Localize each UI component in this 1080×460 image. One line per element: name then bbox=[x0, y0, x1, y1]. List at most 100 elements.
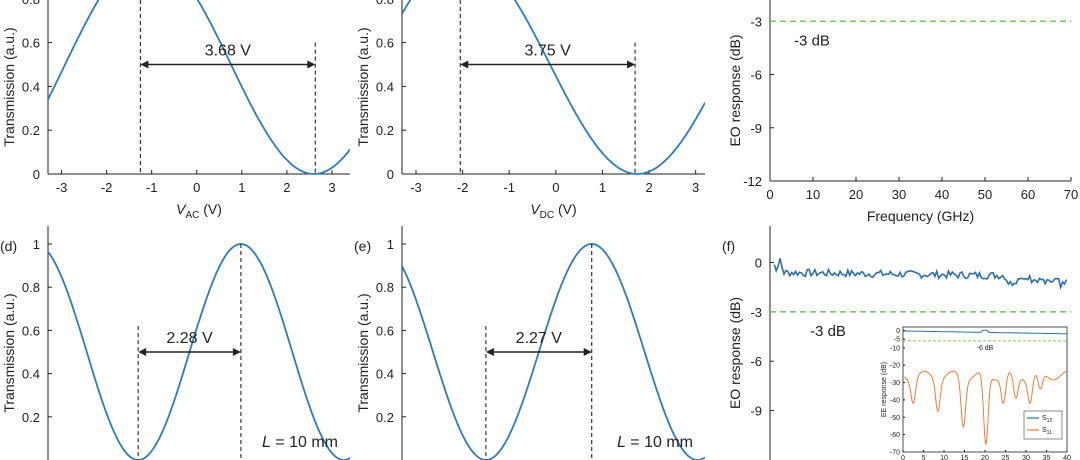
y-tick-label: 0.8 bbox=[376, 0, 394, 7]
y-axis-label: EO response (dB) bbox=[727, 297, 743, 409]
arrow-head-right bbox=[627, 60, 636, 69]
x-tick-label: 2 bbox=[645, 180, 652, 195]
y-tick-label: 0.6 bbox=[22, 36, 40, 51]
x-tick-label: 1 bbox=[238, 180, 245, 195]
inset-x-tick-label: 20 bbox=[981, 455, 989, 460]
panel-label: (d) bbox=[0, 238, 17, 254]
x-tick-label: 40 bbox=[935, 187, 949, 202]
x-axis-label-unit: (V) bbox=[199, 201, 222, 217]
y-axis-label: Transmission (a.u.) bbox=[355, 27, 371, 146]
length-label: L = 10 mm bbox=[617, 434, 693, 451]
x-axis-label-sub: AC bbox=[185, 210, 199, 221]
transmission-curve bbox=[48, 0, 350, 175]
inset-y-tick-label: -30 bbox=[890, 380, 900, 387]
x-tick-label: 20 bbox=[849, 187, 863, 202]
arrow-head-right bbox=[583, 348, 592, 356]
y-tick-label: -12 bbox=[743, 174, 762, 189]
x-axis-label-var: V bbox=[176, 201, 187, 217]
panel-label: (f) bbox=[722, 238, 735, 254]
length-value: = 10 mm bbox=[626, 434, 693, 451]
inset-x-tick-label: 5 bbox=[922, 455, 926, 460]
inset-x-tick-label: 15 bbox=[961, 455, 969, 460]
x-tick-label: -2 bbox=[457, 180, 469, 195]
y-tick-label: 1 bbox=[387, 237, 394, 252]
y-tick-label: 0.6 bbox=[376, 36, 394, 51]
length-value: = 10 mm bbox=[271, 434, 338, 451]
y-tick-label: 0.6 bbox=[376, 323, 394, 338]
y-tick-label: 0 bbox=[755, 255, 762, 270]
x-tick-label: 0 bbox=[766, 187, 773, 202]
inset-s12-curve bbox=[903, 329, 1068, 335]
length-var: L bbox=[262, 434, 271, 451]
arrow-head-right bbox=[307, 60, 316, 69]
transmission-curve bbox=[48, 243, 350, 460]
transmission-curve bbox=[402, 0, 705, 175]
x-tick-label: -3 bbox=[410, 180, 422, 195]
inset-x-tick-label: 0 bbox=[901, 455, 905, 460]
y-tick-label: -3 bbox=[750, 14, 762, 29]
x-axis-label-sub: DC bbox=[540, 210, 554, 221]
reference-label: -3 dB bbox=[794, 32, 830, 49]
inset: 0-5-10-20-30-40-50-60-700 5 10 15 20 25 30 35 40… bbox=[881, 326, 1071, 460]
inset-y-tick-label: -20 bbox=[890, 363, 900, 370]
panel-4: 0.2 0.4 0.6 0.8 1 Transmission (a.u.) (d) 2.28 … bbox=[0, 226, 350, 460]
inset-s11-curve bbox=[903, 370, 1067, 446]
y-tick-label: -6 bbox=[750, 68, 762, 83]
panel-3: -12 -9 -6 -3 0 10 20 30 40 50 60 70 EO response (dB)… bbox=[727, 0, 1078, 224]
x-tick-label: 30 bbox=[892, 187, 906, 202]
inset-y-tick-label: -50 bbox=[890, 415, 900, 422]
y-tick-label: -3 bbox=[750, 305, 762, 320]
y-tick-label: 0.4 bbox=[376, 79, 394, 94]
panel-1: 0 0.2 0.4 0.6 0.8 -3 -2 -1 0 1 2 3 Transmission (a.u… bbox=[1, 0, 350, 221]
inset-reference-label: -6 dB bbox=[977, 345, 994, 352]
x-tick-label: 60 bbox=[1021, 187, 1035, 202]
y-tick-label: 0.6 bbox=[22, 323, 40, 338]
panel-label: (e) bbox=[354, 238, 371, 254]
y-tick-label: 0.2 bbox=[376, 410, 394, 425]
inset-legend-label-s12: S12 bbox=[1042, 415, 1052, 424]
y-tick-label: 0.2 bbox=[22, 123, 40, 138]
arrow-head-left bbox=[460, 60, 469, 69]
legend-letter: S bbox=[1042, 415, 1047, 422]
inset-x-tick-label: 10 bbox=[940, 455, 948, 460]
y-tick-label: 0.2 bbox=[376, 123, 394, 138]
x-tick-label: 3 bbox=[692, 180, 699, 195]
x-axis-label: Frequency (GHz) bbox=[867, 208, 974, 224]
x-axis-label: VAC (V) bbox=[176, 201, 222, 221]
y-axis-label: EO response (dB) bbox=[727, 34, 743, 146]
inset-x-tick-label: 30 bbox=[1022, 455, 1030, 460]
inset-y-tick-label: -40 bbox=[890, 397, 900, 404]
inset-y-tick-label: 0 bbox=[896, 328, 900, 335]
eo-response-curve bbox=[773, 258, 1068, 291]
inset-y-tick-label: -70 bbox=[890, 450, 900, 457]
inset-legend-label-s11: S11 bbox=[1042, 427, 1052, 436]
inset-x-tick-label: 25 bbox=[1002, 455, 1010, 460]
x-axis-label-var: V bbox=[530, 201, 541, 217]
y-tick-label: -9 bbox=[750, 121, 762, 136]
legend-sub: 12 bbox=[1047, 418, 1053, 424]
panel-5: 0.2 0.4 0.6 0.8 1 Transmission (a.u.) (e) 2.27 … bbox=[354, 226, 705, 460]
y-tick-label: 0 bbox=[33, 167, 40, 182]
vpi-label: 3.68 V bbox=[205, 43, 252, 60]
y-tick-label: 0.8 bbox=[22, 0, 40, 7]
y-axis-label: Transmission (a.u.) bbox=[1, 27, 17, 146]
y-tick-label: -9 bbox=[750, 404, 762, 419]
transmission-curve bbox=[402, 243, 705, 460]
y-tick-label: 0.2 bbox=[22, 410, 40, 425]
x-tick-label: 70 bbox=[1064, 187, 1078, 202]
y-axis-label: Transmission (a.u.) bbox=[1, 293, 17, 412]
y-tick-label: 0.8 bbox=[22, 280, 40, 295]
x-tick-label: -1 bbox=[503, 180, 515, 195]
vpi-label: 2.27 V bbox=[516, 330, 563, 347]
arrow-head-left bbox=[140, 60, 149, 69]
inset-x-tick-label: 35 bbox=[1043, 455, 1051, 460]
x-axis-label: VDC (V) bbox=[530, 201, 576, 221]
x-tick-label: 10 bbox=[806, 187, 820, 202]
x-tick-label: 50 bbox=[978, 187, 992, 202]
panel-2: 0 0.2 0.4 0.6 0.8 -3 -2 -1 0 1 2 3 Transmission (a.u… bbox=[355, 0, 705, 221]
y-tick-label: 0.4 bbox=[22, 79, 40, 94]
y-tick-label: 0.8 bbox=[376, 280, 394, 295]
inset-y-axis-label: EE response (dB) bbox=[881, 362, 888, 417]
